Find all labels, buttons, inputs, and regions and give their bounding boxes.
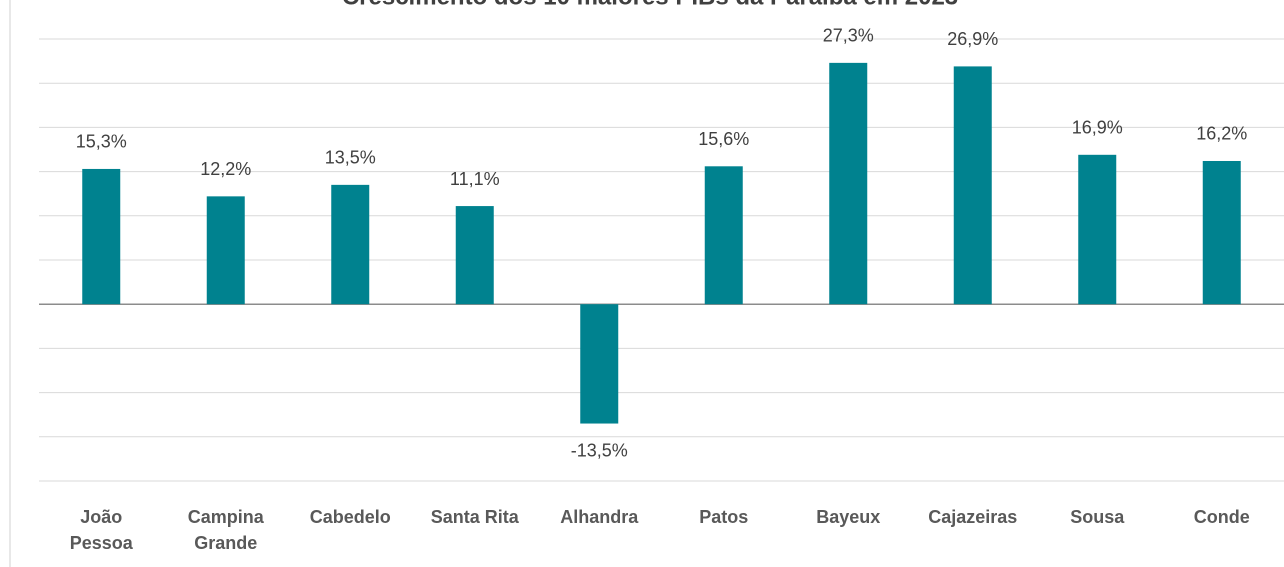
x-tick-label: Campina Grande [187, 507, 264, 553]
chart-border [9, 0, 11, 567]
x-tick-label: Cajazeiras [928, 507, 1018, 527]
bar [1202, 160, 1241, 305]
bar [1078, 154, 1117, 305]
x-tick-label: Sousa [1070, 507, 1125, 527]
x-tick-label: Alhandra [560, 507, 639, 527]
data-label: 12,2% [200, 159, 251, 179]
bar [82, 168, 121, 305]
data-label: 16,2% [1196, 124, 1247, 144]
data-label: 15,6% [698, 129, 749, 149]
data-label: 27,3% [823, 26, 874, 46]
bar [704, 166, 743, 305]
x-tick-label: Santa Rita [430, 507, 519, 527]
x-tick-label: Conde [1193, 507, 1250, 527]
data-label: 16,9% [1072, 118, 1123, 138]
data-label: 11,1% [450, 169, 500, 189]
data-label: 26,9% [947, 29, 998, 49]
x-tick-label: Patos [699, 507, 749, 527]
bar [331, 184, 370, 305]
bar [580, 304, 619, 424]
bar [829, 62, 868, 305]
data-label: -13,5% [571, 440, 628, 460]
x-tick-label: Bayeux [816, 507, 881, 527]
x-tick-label: Cabedelo [309, 507, 391, 527]
bar [206, 196, 245, 305]
chart-title: Crescimento dos 10 maiores PIBs da Paraí… [342, 0, 958, 10]
data-label: 15,3% [76, 132, 127, 152]
bar [455, 206, 494, 305]
x-tick-label: João Pessoa [69, 507, 133, 553]
data-label: 13,5% [325, 148, 376, 168]
bar [953, 66, 992, 305]
